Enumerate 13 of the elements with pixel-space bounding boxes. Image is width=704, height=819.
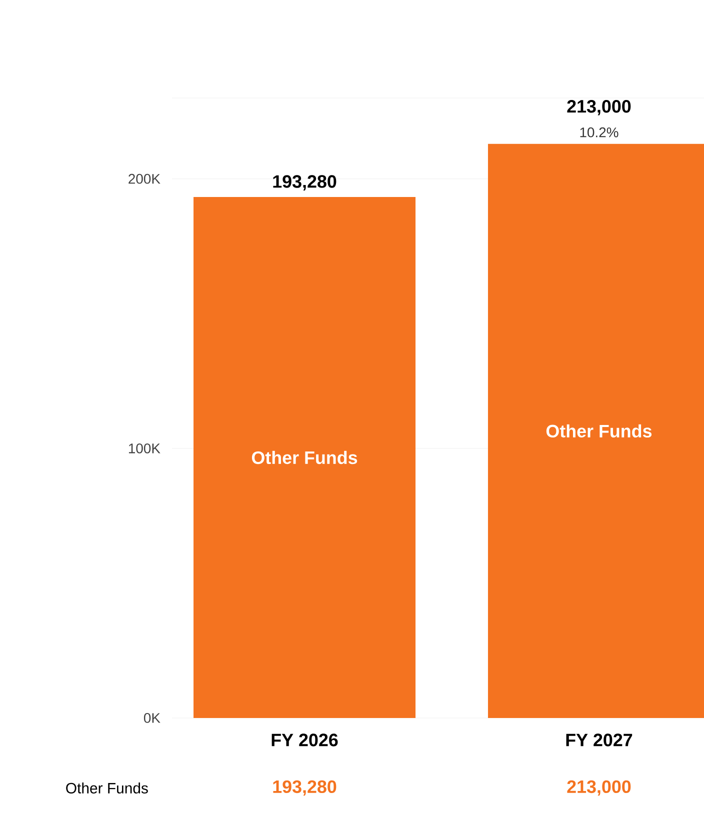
data-label: 213,000 <box>567 780 631 796</box>
y-tick-label: 200K <box>128 174 160 184</box>
annotation: 10.2% <box>580 127 618 138</box>
x-tick-label: FY 2026 <box>272 734 338 746</box>
y-tick-label: 100K <box>128 443 160 454</box>
series-label: Other Funds <box>546 424 652 438</box>
text: Other Funds <box>252 450 358 464</box>
data-label: 193,280 <box>273 780 336 796</box>
text: 193,280 <box>273 175 336 190</box>
y-tick-label: 0K <box>144 713 160 723</box>
x-tick-label: FY 2027 <box>566 734 632 746</box>
text: 213,000 <box>567 100 631 116</box>
text: Other Funds <box>66 782 148 794</box>
